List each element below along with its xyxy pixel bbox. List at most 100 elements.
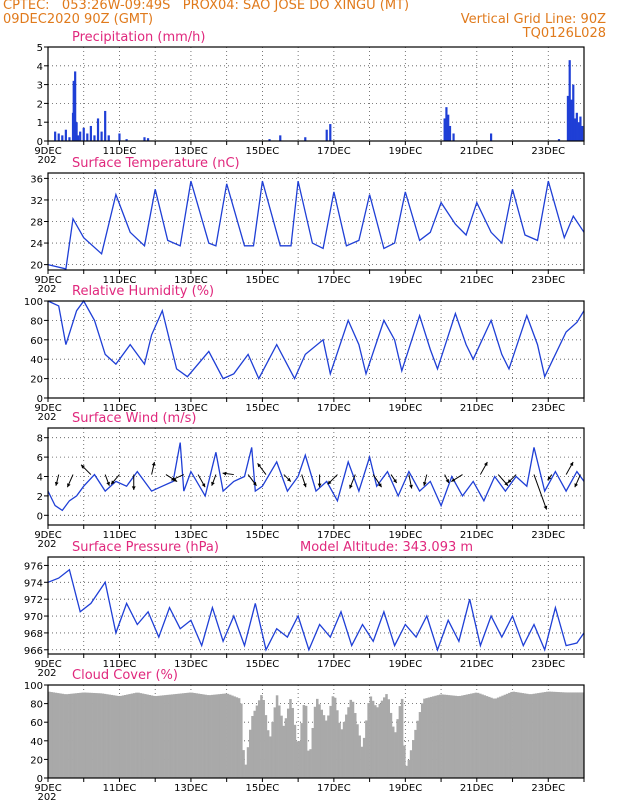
cloud-bar — [257, 700, 261, 778]
y-tick-label: 24 — [30, 239, 43, 250]
cloud-bar — [199, 694, 203, 778]
cloud-bar — [101, 693, 105, 778]
y-tick-label: 976 — [24, 561, 43, 572]
wind-arrow-head — [393, 479, 397, 483]
cloud-bar — [557, 692, 560, 778]
cloud-bar — [117, 695, 120, 778]
x-tick-label: 11DEC — [103, 146, 137, 157]
cloud-bar — [342, 721, 346, 778]
cloud-bar — [150, 695, 154, 778]
cloud-bar — [336, 710, 339, 778]
cloud-bar — [204, 694, 207, 778]
series-line — [47, 180, 585, 270]
cloud-bar — [420, 703, 424, 778]
x-tick-label: 15DEC — [246, 146, 280, 157]
y-tick-label: 5 — [37, 43, 43, 54]
x-tick-label: 23DEC — [531, 659, 565, 670]
precip-bar — [568, 60, 571, 141]
x-tick-label: 17DEC — [317, 530, 351, 541]
cloud-bar — [166, 694, 169, 778]
cloud-bar — [260, 695, 263, 778]
cloud-bar — [79, 692, 82, 778]
cloud-bar — [318, 704, 321, 778]
precip-bar — [64, 129, 67, 141]
cloud-bar — [441, 694, 444, 778]
x-tick-label: 19DEC — [388, 275, 422, 286]
header-location: CPTEC: 053:26W-09:49S PROX04: SAO JOSE D… — [3, 0, 410, 13]
x-tick-label: 19DEC — [388, 783, 422, 794]
cloud-bar — [298, 741, 301, 778]
cloud-bar — [231, 695, 234, 778]
precip-bar — [452, 133, 455, 141]
x-year-label: 202 — [37, 284, 56, 295]
cloud-bar — [77, 693, 80, 778]
precip-bar — [557, 139, 561, 141]
wind-arrow-head — [257, 463, 262, 468]
cloud-bar — [425, 698, 428, 778]
cloud-bar — [152, 695, 156, 778]
cloud-bar — [409, 750, 413, 778]
cloud-bar — [523, 693, 527, 778]
wind-arrow-head — [484, 462, 488, 466]
cloud-bar — [81, 692, 85, 778]
cloud-bar — [525, 693, 529, 778]
cloud-bar — [197, 693, 201, 778]
cloud-bar — [552, 691, 556, 778]
wind-arrow-head — [171, 477, 176, 481]
cloud-bar — [211, 694, 214, 778]
cloud-bar — [566, 692, 569, 778]
x-tick-label: 23DEC — [531, 146, 565, 157]
precip-bar — [79, 131, 82, 141]
cloud-bar — [307, 750, 310, 778]
cloud-bar — [351, 701, 355, 778]
x-tick-label: 13DEC — [174, 783, 208, 794]
x-tick-label: 13DEC — [174, 659, 208, 670]
cloud-bar — [445, 694, 449, 778]
x-tick-label: 15DEC — [246, 783, 280, 794]
cloud-bar — [213, 694, 216, 778]
cloud-bar — [309, 749, 312, 778]
cloud-bar — [470, 693, 473, 778]
cloud-bar — [48, 691, 51, 778]
precip-bar — [146, 138, 150, 141]
wind-arrow-head — [303, 483, 307, 488]
precip-bar — [279, 135, 282, 141]
cloud-bar — [255, 705, 259, 778]
cloud-bar — [418, 712, 422, 778]
cloud-bar — [148, 694, 152, 778]
precip-bar — [581, 125, 584, 141]
precip-bar — [61, 135, 64, 141]
cloud-bar — [329, 705, 332, 778]
wind-arrow-head — [349, 484, 353, 489]
cloud-bar — [291, 707, 294, 778]
x-tick-label: 15DEC — [246, 275, 280, 286]
cloud-bar — [282, 725, 286, 778]
cloud-bar — [164, 695, 167, 778]
cloud-bar — [479, 693, 482, 778]
cloud-bar — [217, 694, 221, 778]
cloud-bar — [99, 693, 102, 778]
cloud-bar — [349, 699, 353, 778]
wind-arrow — [533, 474, 548, 510]
precip-bar — [100, 131, 103, 141]
cloud-bar — [331, 696, 335, 778]
cloud-bar — [501, 695, 504, 778]
panel-frame — [47, 427, 585, 526]
cloud-bar — [454, 695, 457, 778]
cloud-bar — [345, 714, 348, 778]
wind-arrow-head — [569, 462, 574, 466]
cloud-bar — [168, 694, 172, 778]
cloud-bar — [412, 740, 415, 778]
x-tick-label: 13DEC — [174, 530, 208, 541]
wind-arrow-head — [451, 478, 456, 482]
x-year-label: 202 — [37, 792, 56, 800]
panel-title: Surface Wind (m/s) — [72, 411, 196, 426]
cloud-bar — [581, 692, 585, 778]
cloud-bar — [63, 694, 67, 778]
precip-bar — [445, 107, 448, 141]
y-tick-label: 40 — [30, 737, 43, 748]
cloud-bar — [173, 694, 176, 778]
cloud-bar — [240, 703, 243, 778]
cloud-bar — [407, 759, 411, 778]
cloud-bar — [434, 695, 437, 778]
